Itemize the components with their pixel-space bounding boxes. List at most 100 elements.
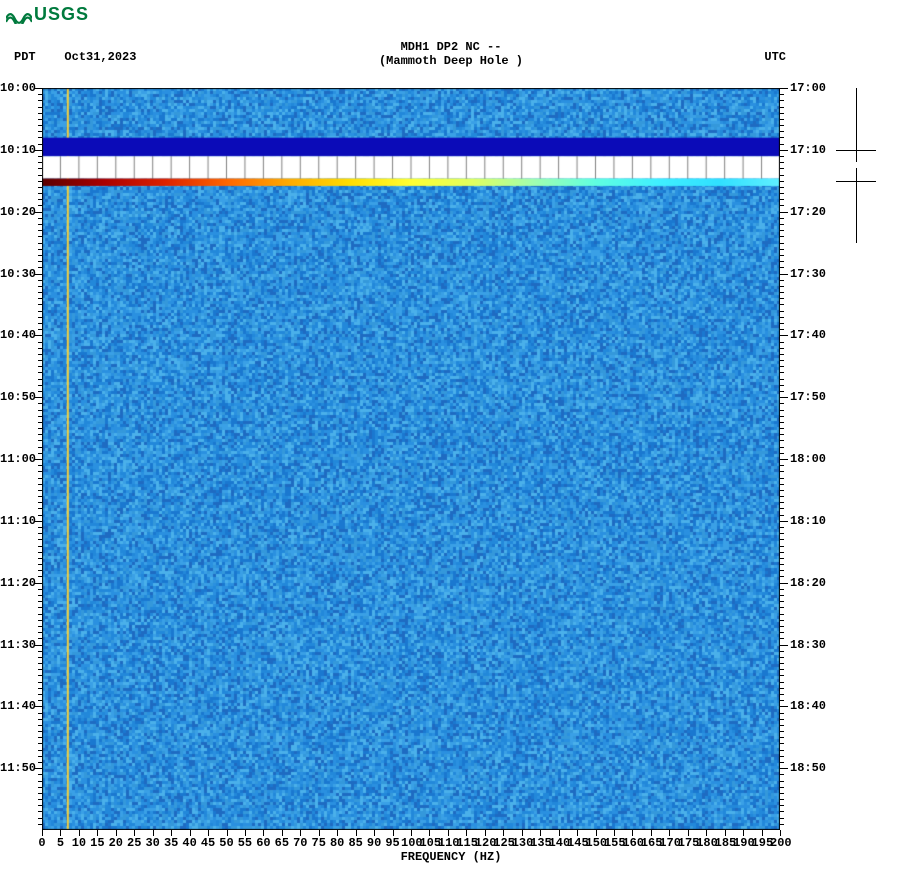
y-label-left: 11:30 xyxy=(0,638,34,652)
y-minor-tick-right xyxy=(780,700,784,701)
x-label: 60 xyxy=(253,836,273,850)
y-minor-tick-right xyxy=(780,342,784,343)
y-minor-tick-right xyxy=(780,651,784,652)
x-label: 55 xyxy=(235,836,255,850)
y-minor-tick-left xyxy=(38,100,42,101)
y-minor-tick-right xyxy=(780,175,784,176)
y-minor-tick-right xyxy=(780,323,784,324)
y-minor-tick-right xyxy=(780,261,784,262)
x-label: 190 xyxy=(733,836,753,850)
y-minor-tick-right xyxy=(780,168,784,169)
y-minor-tick-right xyxy=(780,391,784,392)
y-minor-tick-left xyxy=(38,756,42,757)
y-label-left: 10:50 xyxy=(0,390,34,404)
y-minor-tick-left xyxy=(38,348,42,349)
y-minor-tick-right xyxy=(780,447,784,448)
y-minor-tick-right xyxy=(780,799,784,800)
y-minor-tick-left xyxy=(38,218,42,219)
usgs-wave-icon xyxy=(6,6,32,24)
y-minor-tick-right xyxy=(780,366,784,367)
y-minor-tick-left xyxy=(38,824,42,825)
x-label: 185 xyxy=(715,836,735,850)
y-minor-tick-right xyxy=(780,453,784,454)
y-label-left: 10:30 xyxy=(0,267,34,281)
y-minor-tick-right xyxy=(780,440,784,441)
y-minor-tick-left xyxy=(38,743,42,744)
x-label: 85 xyxy=(346,836,366,850)
y-minor-tick-right xyxy=(780,595,784,596)
y-minor-tick-left xyxy=(38,243,42,244)
y-minor-tick-left xyxy=(38,323,42,324)
y-minor-tick-right xyxy=(780,756,784,757)
y-minor-tick-left xyxy=(38,199,42,200)
y-minor-tick-right xyxy=(780,329,784,330)
y-minor-tick-left xyxy=(38,422,42,423)
y-minor-tick-left xyxy=(38,731,42,732)
y-tick-right xyxy=(780,583,788,584)
y-minor-tick-right xyxy=(780,162,784,163)
x-label: 175 xyxy=(678,836,698,850)
y-minor-tick-left xyxy=(38,515,42,516)
y-minor-tick-left xyxy=(38,478,42,479)
y-minor-tick-right xyxy=(780,187,784,188)
x-label: 65 xyxy=(272,836,292,850)
y-minor-tick-left xyxy=(38,614,42,615)
y-minor-tick-right xyxy=(780,688,784,689)
y-minor-tick-left xyxy=(38,224,42,225)
y-minor-tick-left xyxy=(38,255,42,256)
y-minor-tick-right xyxy=(780,360,784,361)
y-minor-tick-right xyxy=(780,94,784,95)
y-minor-tick-right xyxy=(780,781,784,782)
x-label: 160 xyxy=(622,836,642,850)
y-tick-right xyxy=(780,88,788,89)
y-minor-tick-left xyxy=(38,527,42,528)
ref-hline xyxy=(836,150,876,151)
y-tick-right xyxy=(780,706,788,707)
y-minor-tick-left xyxy=(38,651,42,652)
y-minor-tick-right xyxy=(780,354,784,355)
y-minor-tick-right xyxy=(780,125,784,126)
x-label: 25 xyxy=(124,836,144,850)
x-axis-title: FREQUENCY (HZ) xyxy=(0,850,902,864)
y-minor-tick-right xyxy=(780,657,784,658)
y-minor-tick-left xyxy=(38,94,42,95)
y-minor-tick-right xyxy=(780,589,784,590)
y-minor-tick-left xyxy=(38,230,42,231)
y-minor-tick-left xyxy=(38,546,42,547)
y-minor-tick-right xyxy=(780,539,784,540)
y-minor-tick-right xyxy=(780,156,784,157)
y-minor-tick-left xyxy=(38,471,42,472)
y-minor-tick-right xyxy=(780,100,784,101)
y-label-left: 10:10 xyxy=(0,143,34,157)
y-minor-tick-right xyxy=(780,144,784,145)
spectrogram-canvas xyxy=(42,88,780,830)
y-minor-tick-right xyxy=(780,199,784,200)
y-tick-right xyxy=(780,212,788,213)
y-minor-tick-right xyxy=(780,119,784,120)
y-minor-tick-left xyxy=(38,354,42,355)
y-minor-tick-left xyxy=(38,774,42,775)
y-minor-tick-right xyxy=(780,465,784,466)
y-minor-tick-left xyxy=(38,595,42,596)
y-minor-tick-right xyxy=(780,793,784,794)
x-label: 45 xyxy=(198,836,218,850)
y-tick-right xyxy=(780,768,788,769)
y-label-right: 17:30 xyxy=(790,267,826,281)
y-minor-tick-left xyxy=(38,570,42,571)
y-minor-tick-right xyxy=(780,236,784,237)
y-minor-tick-left xyxy=(38,249,42,250)
y-minor-tick-left xyxy=(38,379,42,380)
x-label: 50 xyxy=(217,836,237,850)
y-minor-tick-left xyxy=(38,750,42,751)
y-minor-tick-left xyxy=(38,342,42,343)
y-minor-tick-left xyxy=(38,811,42,812)
y-minor-tick-left xyxy=(38,156,42,157)
y-label-left: 11:50 xyxy=(0,761,34,775)
y-minor-tick-left xyxy=(38,205,42,206)
y-minor-tick-left xyxy=(38,181,42,182)
y-minor-tick-left xyxy=(38,131,42,132)
y-minor-tick-right xyxy=(780,546,784,547)
y-minor-tick-right xyxy=(780,552,784,553)
y-minor-tick-right xyxy=(780,131,784,132)
y-tick-right xyxy=(780,335,788,336)
